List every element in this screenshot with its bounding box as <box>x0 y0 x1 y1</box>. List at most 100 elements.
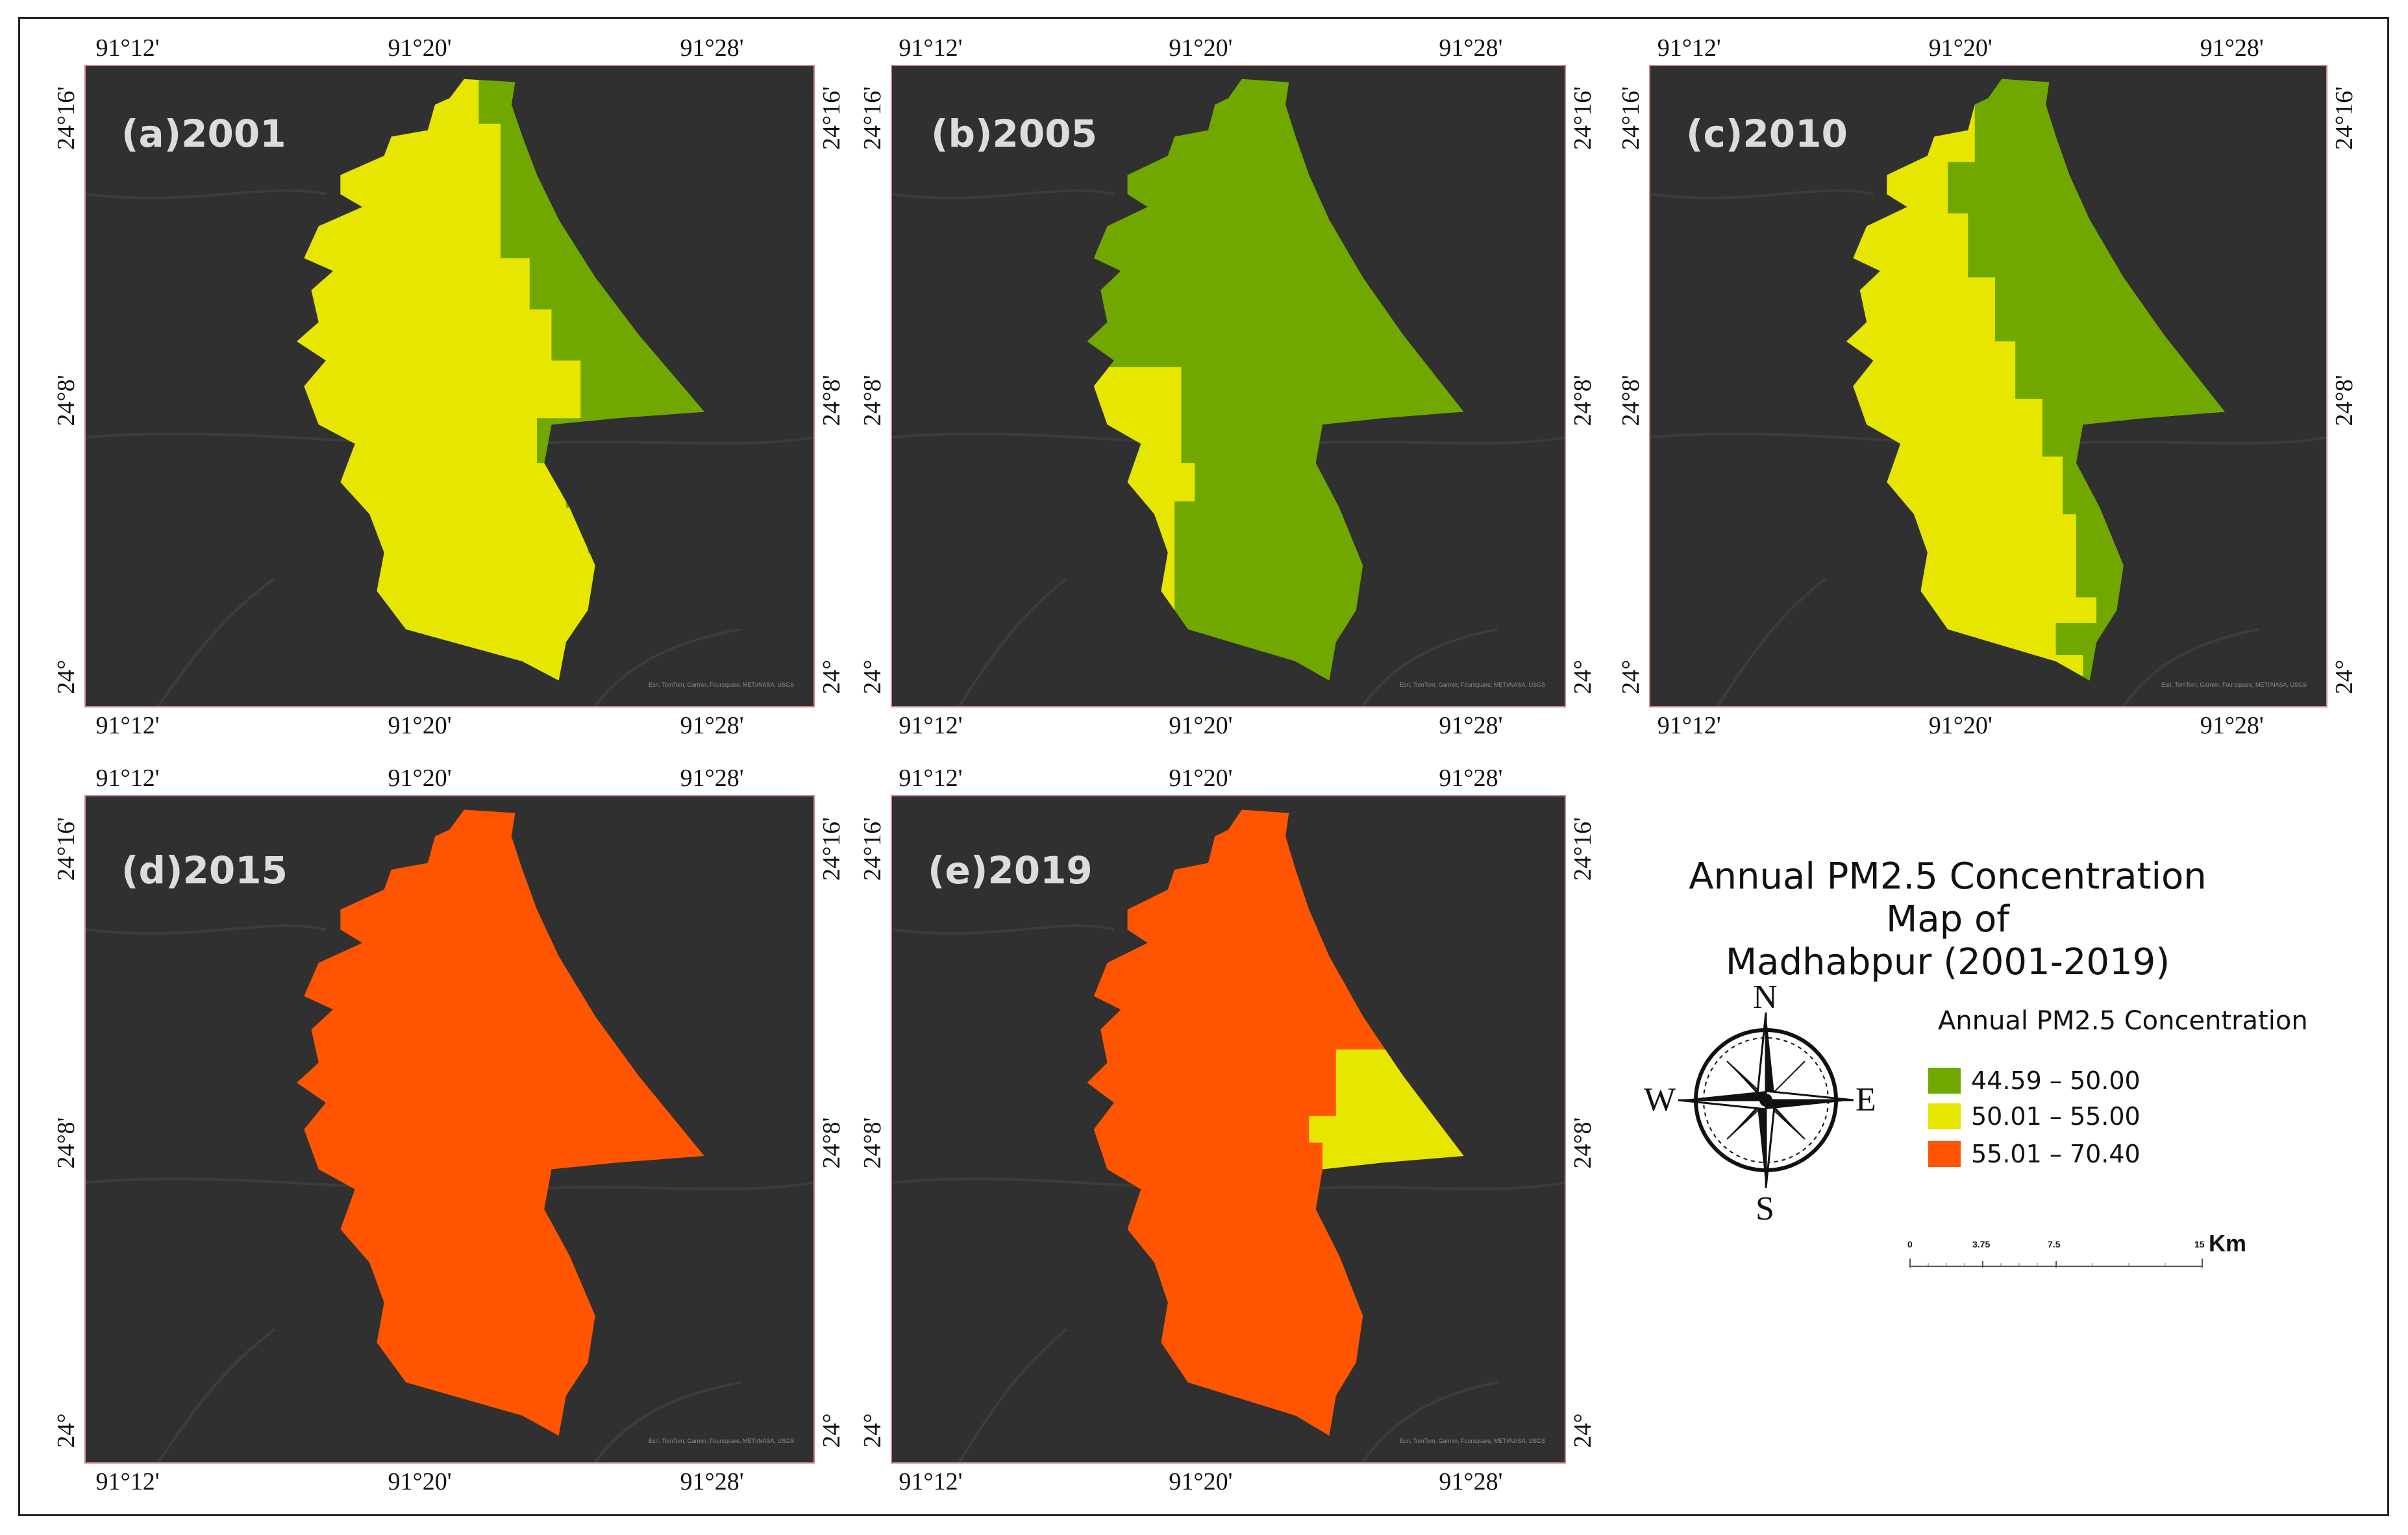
latitude-tick-label: 24°8' <box>1617 375 1645 426</box>
longitude-tick-label: 91°20' <box>388 765 452 792</box>
longitude-tick-label: 91°28' <box>680 1468 744 1495</box>
main-title: Annual PM2.5 Concentration Map of Madhab… <box>1682 855 2214 984</box>
region-madhabpur <box>1087 809 1464 1436</box>
concentration-zone <box>1087 367 1195 681</box>
longitude-tick-label: 91°20' <box>1928 712 1992 739</box>
longitude-tick-label: 91°12' <box>95 34 160 62</box>
latitude-tick-label: 24° <box>1569 1413 1596 1448</box>
compass-west: W <box>1644 1081 1676 1118</box>
title-line-2: Madhabpur (2001-2019) <box>1725 941 2170 983</box>
latitude-tick-label: 24°16' <box>1569 86 1596 150</box>
longitude-tick-label: 91°28' <box>2200 712 2264 739</box>
longitude-tick-label: 91°20' <box>388 712 452 739</box>
latitude-tick-label: 24°8' <box>1569 1117 1596 1169</box>
latitude-tick-label: 24°8' <box>2331 375 2358 426</box>
concentration-zone <box>1309 1049 1464 1196</box>
legend-swatch <box>1928 1141 1961 1167</box>
longitude-tick-label: 91°20' <box>1169 712 1233 739</box>
basemap-credit: Esri, TomTom, Garmin, Foursquare, METI/N… <box>2161 682 2307 688</box>
scale-unit: Km <box>2209 1230 2247 1257</box>
north-arrow-compass-icon: N S E W <box>1644 979 1883 1227</box>
latitude-tick-label: 24°16' <box>1569 817 1596 881</box>
map-svg <box>1650 79 2326 706</box>
legend-swatch <box>1928 1068 1961 1094</box>
longitude-tick-label: 91°12' <box>95 765 160 792</box>
latitude-tick-label: 24°16' <box>818 86 845 150</box>
latitude-tick-label: 24°8' <box>818 375 845 426</box>
latitude-tick-label: 24° <box>818 1413 845 1448</box>
latitude-tick-label: 24°16' <box>859 86 886 150</box>
longitude-tick-label: 91°20' <box>1169 765 1233 792</box>
longitude-tick-label: 91°20' <box>388 34 452 62</box>
longitude-tick-label: 91°20' <box>388 1468 452 1495</box>
longitude-tick-label: 91°12' <box>1657 34 1721 62</box>
basemap-credit: Esri, TomTom, Garmin, Foursquare, METI/N… <box>1400 1438 1545 1444</box>
latitude-tick-label: 24° <box>859 1413 886 1448</box>
longitude-tick-label: 91°20' <box>1928 34 1992 62</box>
map-panel-2001: (a)2001 Esri, TomTom, Garmin, Foursquare,… <box>84 65 815 707</box>
map-panel-2005: (b)2005 Esri, TomTom, Garmin, Foursquare,… <box>891 65 1566 707</box>
scale-tick-1: 3.75 <box>1972 1239 1991 1249</box>
legend-swatch <box>1928 1103 1961 1129</box>
map-panel-2010: (c)2010 Esri, TomTom, Garmin, Foursquare,… <box>1649 65 2327 707</box>
basemap-credit: Esri, TomTom, Garmin, Foursquare, METI/N… <box>1400 682 1545 688</box>
title-line-1: Annual PM2.5 Concentration Map of <box>1689 855 2207 940</box>
latitude-tick-label: 24°16' <box>53 86 80 150</box>
latitude-tick-label: 24°8' <box>859 1117 886 1169</box>
longitude-tick-label: 91°28' <box>1439 765 1503 792</box>
latitude-tick-label: 24°8' <box>53 1117 80 1169</box>
longitude-tick-label: 91°28' <box>1439 1468 1503 1495</box>
latitude-tick-label: 24° <box>2331 659 2358 694</box>
map-panel-2015: (d)2015 Esri, TomTom, Garmin, Foursquare,… <box>84 795 815 1464</box>
latitude-tick-label: 24° <box>53 659 80 694</box>
latitude-tick-label: 24°16' <box>53 817 80 881</box>
region-madhabpur <box>297 809 704 1436</box>
longitude-tick-label: 91°28' <box>2200 34 2264 62</box>
longitude-tick-label: 91°20' <box>1169 34 1233 62</box>
region-madhabpur <box>1087 79 1464 681</box>
map-svg <box>892 79 1565 706</box>
concentration-zone <box>1873 181 1901 214</box>
map-panel-2019: (e)2019 Esri, TomTom, Garmin, Foursquare,… <box>891 795 1566 1464</box>
longitude-tick-label: 91°12' <box>899 1468 963 1495</box>
panel-label: (a)2001 <box>121 112 286 156</box>
latitude-tick-label: 24° <box>1569 659 1596 694</box>
latitude-tick-label: 24°16' <box>859 817 886 881</box>
latitude-tick-label: 24°8' <box>1569 375 1596 426</box>
longitude-tick-label: 91°28' <box>680 34 744 62</box>
compass-south: S <box>1756 1190 1774 1227</box>
concentration-zone <box>1948 79 2225 681</box>
longitude-tick-label: 91°28' <box>1439 712 1503 739</box>
panel-label: (b)2005 <box>931 112 1097 156</box>
longitude-tick-label: 91°20' <box>1169 1468 1233 1495</box>
legend-label: 55.01 – 70.40 <box>1971 1140 2141 1168</box>
concentration-zone <box>478 79 704 681</box>
map-svg <box>86 79 813 706</box>
scale-bar: 0 3.75 7.5 15 Km <box>1907 1230 2247 1282</box>
scale-tick-2: 7.5 <box>2048 1239 2061 1249</box>
panel-label: (e)2019 <box>928 848 1093 892</box>
latitude-tick-label: 24° <box>53 1413 80 1448</box>
map-svg <box>892 809 1565 1462</box>
longitude-tick-label: 91°28' <box>680 765 744 792</box>
longitude-tick-label: 91°12' <box>95 1468 160 1495</box>
longitude-tick-label: 91°12' <box>1657 712 1721 739</box>
basemap-credit: Esri, TomTom, Garmin, Foursquare, METI/N… <box>649 1438 794 1444</box>
longitude-tick-label: 91°28' <box>1439 34 1503 62</box>
longitude-tick-label: 91°12' <box>899 712 963 739</box>
map-svg <box>86 809 813 1462</box>
longitude-tick-label: 91°12' <box>95 712 160 739</box>
panel-label: (c)2010 <box>1686 112 1848 156</box>
compass-north: N <box>1753 979 1778 1016</box>
legend-label: 44.59 – 50.00 <box>1971 1066 2141 1095</box>
compass-east: E <box>1856 1081 1876 1118</box>
scale-tick-0: 0 <box>1907 1239 1913 1249</box>
longitude-tick-label: 91°12' <box>899 34 963 62</box>
legend-label: 50.01 – 55.00 <box>1971 1102 2141 1131</box>
latitude-tick-label: 24° <box>818 659 845 694</box>
latitude-tick-label: 24°8' <box>818 1117 845 1169</box>
figure-frame <box>18 17 2389 1516</box>
panel-label: (d)2015 <box>121 848 288 892</box>
latitude-tick-label: 24°16' <box>2331 86 2358 150</box>
longitude-tick-label: 91°28' <box>680 712 744 739</box>
